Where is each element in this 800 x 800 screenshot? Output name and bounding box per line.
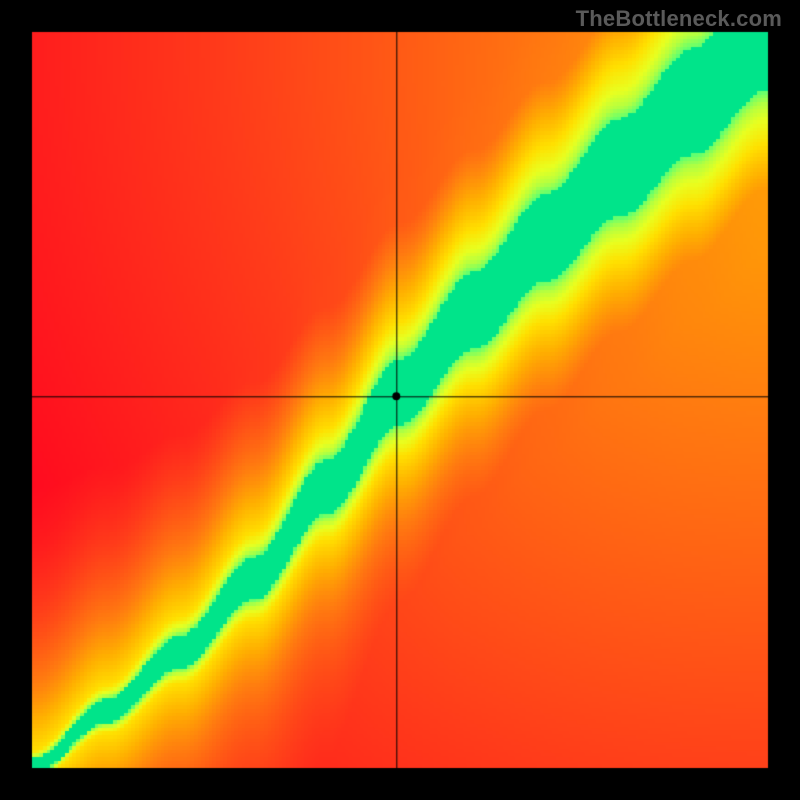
chart-container: TheBottleneck.com — [0, 0, 800, 800]
bottleneck-heatmap — [0, 0, 800, 800]
watermark-label: TheBottleneck.com — [576, 6, 782, 32]
